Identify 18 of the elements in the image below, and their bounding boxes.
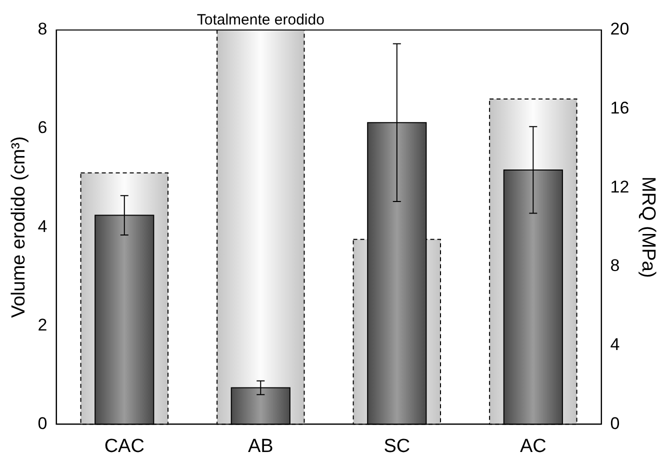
y-tick-label: 0 <box>38 414 48 433</box>
y2-tick-label: 20 <box>610 20 630 39</box>
y-tick-label: 4 <box>38 216 48 236</box>
y2-tick-label: 12 <box>610 177 630 196</box>
y2-tick-label: 16 <box>610 98 630 118</box>
y2-tick-label: 0 <box>610 414 620 433</box>
y-tick-label: 2 <box>38 315 48 334</box>
y-tick-label: 6 <box>38 118 48 138</box>
y-tick-label: 8 <box>38 20 48 39</box>
y2-axis-title: MRQ (MPa) <box>637 176 658 278</box>
y2-tick-label: 4 <box>610 335 620 354</box>
x-tick-label: CAC <box>104 436 144 457</box>
x-tick-label: SC <box>384 436 410 457</box>
annotation: Totalmente erodido <box>196 12 324 29</box>
x-tick-label: AB <box>248 436 274 457</box>
y-axis-title: Volume erodido (cm³) <box>8 136 30 318</box>
y2-tick-label: 8 <box>610 256 620 276</box>
x-tick-label: AC <box>520 436 546 457</box>
